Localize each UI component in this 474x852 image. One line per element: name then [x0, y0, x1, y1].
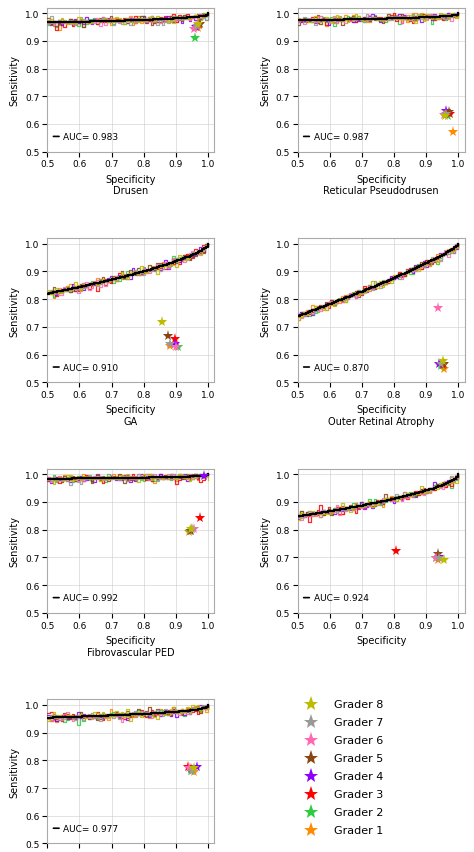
Y-axis label: Sensitivity: Sensitivity: [10, 746, 20, 797]
X-axis label: Specificity
Fibrovascular PED: Specificity Fibrovascular PED: [87, 636, 174, 657]
Text: Grader 5: Grader 5: [334, 753, 383, 763]
Text: Grader 7: Grader 7: [334, 717, 384, 727]
Y-axis label: Sensitivity: Sensitivity: [10, 515, 20, 567]
Text: AUC= 0.977: AUC= 0.977: [64, 824, 118, 832]
X-axis label: Specificity: Specificity: [356, 636, 406, 645]
Text: AUC= 0.910: AUC= 0.910: [64, 363, 118, 372]
X-axis label: Specificity
Outer Retinal Atrophy: Specificity Outer Retinal Atrophy: [328, 405, 434, 427]
Y-axis label: Sensitivity: Sensitivity: [260, 55, 270, 106]
Y-axis label: Sensitivity: Sensitivity: [10, 285, 20, 337]
Text: Grader 3: Grader 3: [334, 789, 383, 799]
Text: Grader 2: Grader 2: [334, 807, 384, 817]
Text: AUC= 0.924: AUC= 0.924: [314, 594, 369, 602]
Text: Grader 6: Grader 6: [334, 734, 383, 745]
Y-axis label: Sensitivity: Sensitivity: [10, 55, 20, 106]
X-axis label: Specificity
Reticular Pseudodrusen: Specificity Reticular Pseudodrusen: [323, 175, 439, 196]
Y-axis label: Sensitivity: Sensitivity: [260, 285, 270, 337]
Text: AUC= 0.987: AUC= 0.987: [314, 133, 369, 141]
Text: Grader 1: Grader 1: [334, 825, 383, 835]
Text: AUC= 0.992: AUC= 0.992: [64, 594, 118, 602]
Text: Grader 8: Grader 8: [334, 699, 384, 709]
Text: AUC= 0.870: AUC= 0.870: [314, 363, 369, 372]
X-axis label: Specificity
GA: Specificity GA: [106, 405, 156, 427]
X-axis label: Specificity
Drusen: Specificity Drusen: [106, 175, 156, 196]
Y-axis label: Sensitivity: Sensitivity: [260, 515, 270, 567]
Text: AUC= 0.983: AUC= 0.983: [64, 133, 118, 141]
Text: Grader 4: Grader 4: [334, 771, 384, 780]
